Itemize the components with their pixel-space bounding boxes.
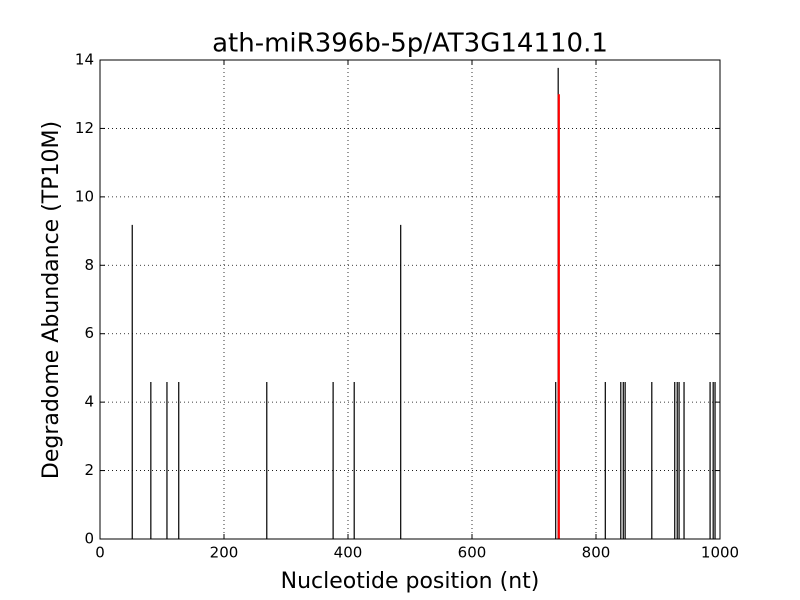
y-tick-label: 4	[84, 393, 94, 411]
y-tick-label: 0	[84, 530, 94, 548]
y-axis-label: Degradome Abundance (TP10M)	[39, 121, 64, 479]
x-tick-label: 0	[95, 544, 105, 562]
x-tick-label: 800	[582, 544, 611, 562]
y-tick-label: 12	[75, 119, 94, 137]
x-tick-label: 1000	[701, 544, 739, 562]
plot-frame	[99, 59, 721, 540]
x-tick-label: 400	[334, 544, 363, 562]
chart-title: ath-miR396b-5p/AT3G14110.1	[212, 29, 608, 59]
y-tick-label: 14	[75, 51, 94, 69]
x-tick-label: 200	[210, 544, 239, 562]
x-axis-label: Nucleotide position (nt)	[281, 569, 540, 594]
y-tick-label: 8	[84, 256, 94, 274]
y-tick-label: 10	[75, 187, 94, 205]
y-tick-label: 2	[84, 461, 94, 479]
x-tick-label: 600	[458, 544, 487, 562]
y-tick-label: 6	[84, 324, 94, 342]
